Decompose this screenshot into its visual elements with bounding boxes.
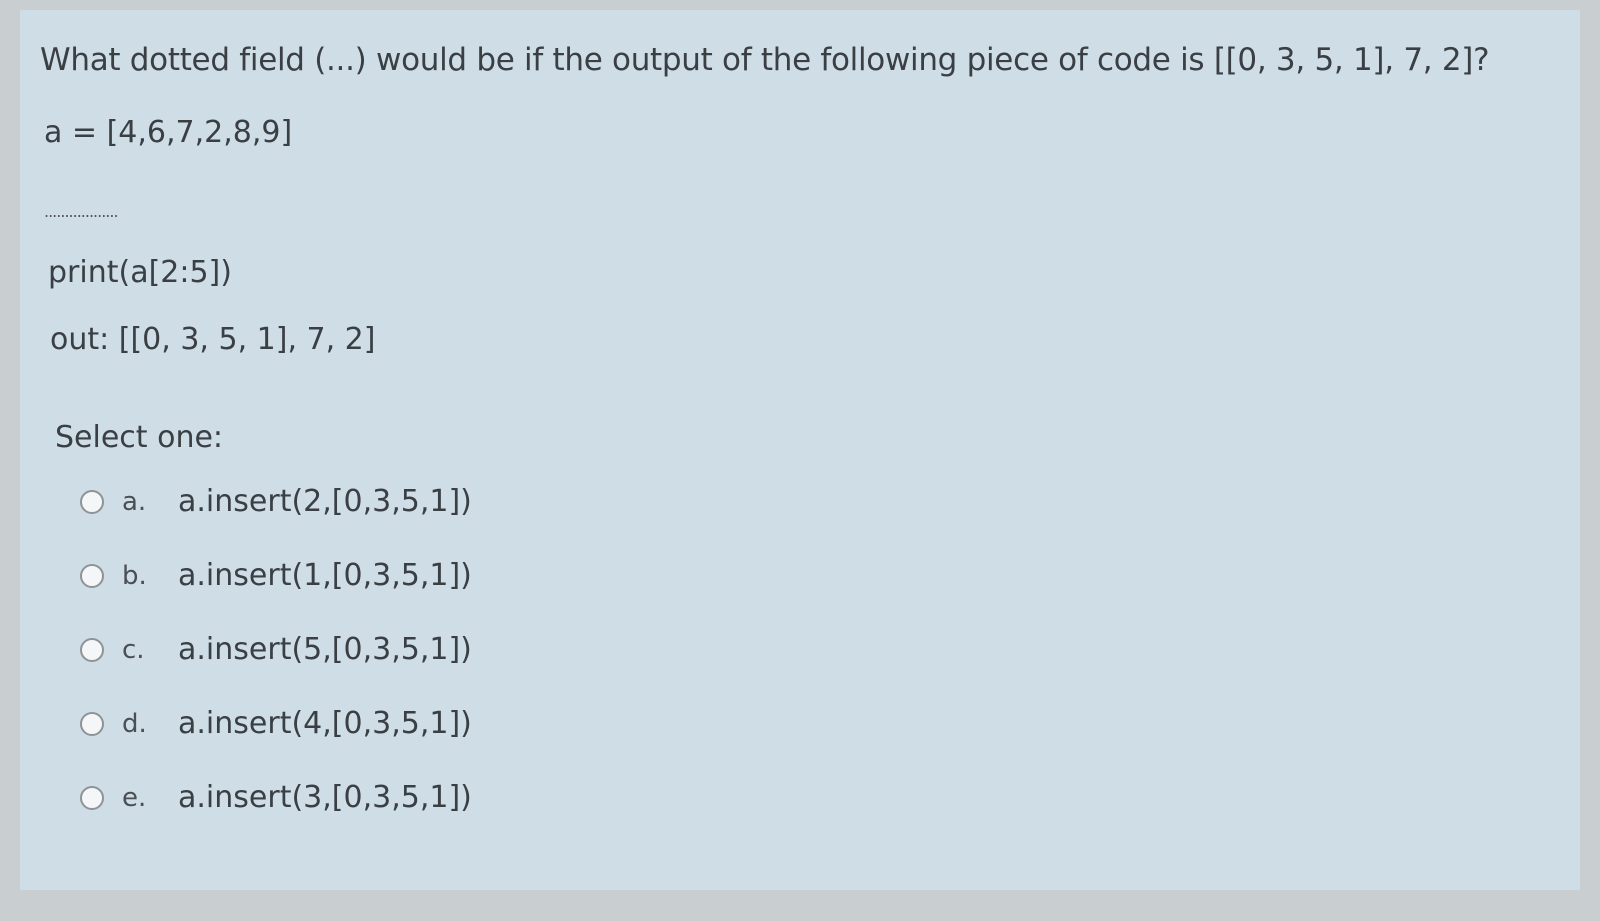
radio-button-icon[interactable] bbox=[80, 637, 104, 662]
question-text: What dotted field (...) would be if the … bbox=[40, 42, 1490, 78]
question-panel bbox=[20, 10, 1580, 890]
option-e[interactable]: e. a.insert(3,[0,3,5,1]) bbox=[80, 780, 472, 815]
option-letter: b. bbox=[122, 560, 147, 591]
radio-button-icon[interactable] bbox=[80, 785, 104, 810]
dotted-field: .................. bbox=[44, 202, 119, 221]
code-line-print: print(a[2:5]) bbox=[48, 255, 232, 290]
option-text: a.insert(5,[0,3,5,1]) bbox=[178, 632, 472, 667]
option-text: a.insert(3,[0,3,5,1]) bbox=[178, 780, 472, 815]
option-c[interactable]: c. a.insert(5,[0,3,5,1]) bbox=[80, 632, 472, 667]
option-d[interactable]: d. a.insert(4,[0,3,5,1]) bbox=[80, 706, 472, 741]
option-text: a.insert(4,[0,3,5,1]) bbox=[178, 706, 472, 741]
radio-button-icon[interactable] bbox=[80, 563, 104, 588]
option-text: a.insert(2,[0,3,5,1]) bbox=[178, 484, 472, 519]
code-output: out: [[0, 3, 5, 1], 7, 2] bbox=[50, 322, 376, 357]
option-a[interactable]: a. a.insert(2,[0,3,5,1]) bbox=[80, 484, 472, 519]
option-letter: c. bbox=[122, 634, 145, 665]
code-line-assignment: a = [4,6,7,2,8,9] bbox=[44, 115, 293, 150]
select-one-label: Select one: bbox=[55, 420, 224, 455]
option-b[interactable]: b. a.insert(1,[0,3,5,1]) bbox=[80, 558, 472, 593]
radio-button-icon[interactable] bbox=[80, 711, 104, 736]
option-letter: e. bbox=[122, 782, 147, 813]
radio-button-icon[interactable] bbox=[80, 489, 104, 514]
option-text: a.insert(1,[0,3,5,1]) bbox=[178, 558, 472, 593]
option-letter: a. bbox=[122, 486, 147, 517]
option-letter: d. bbox=[122, 708, 147, 739]
